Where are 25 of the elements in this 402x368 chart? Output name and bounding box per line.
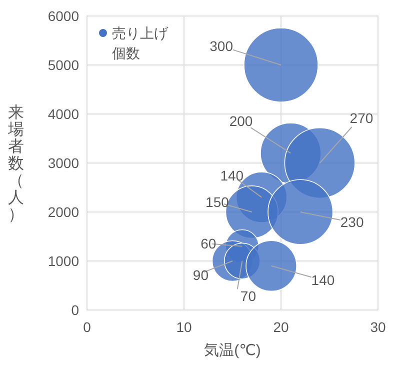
y-tick-label: 2000 xyxy=(48,204,80,220)
y-tick-label: 3000 xyxy=(48,155,80,171)
y-axis-title: 来場者数（人） xyxy=(7,104,24,224)
y-tick-label: 1000 xyxy=(48,253,80,269)
x-tick-label: 30 xyxy=(370,319,386,335)
data-label: 300 xyxy=(210,38,234,54)
data-label: 230 xyxy=(340,214,364,230)
data-label: 140 xyxy=(220,167,244,184)
data-label: 70 xyxy=(240,288,256,304)
x-tick-label: 20 xyxy=(273,319,289,335)
data-label: 270 xyxy=(350,110,374,126)
data-label: 200 xyxy=(229,113,253,130)
data-label: 140 xyxy=(311,272,335,288)
y-tick-label: 0 xyxy=(71,302,80,318)
legend-label: 売り上げ個数 xyxy=(112,25,169,61)
y-tick-label: 4000 xyxy=(48,106,80,122)
x-axis-title: 気温(℃) xyxy=(204,342,261,359)
y-tick-label: 5000 xyxy=(48,57,80,73)
x-tick-label: 0 xyxy=(83,319,92,335)
legend: 売り上げ個数 xyxy=(99,25,168,61)
data-label: 60 xyxy=(200,235,216,252)
y-tick-label: 6000 xyxy=(48,8,80,24)
x-tick-label: 10 xyxy=(176,319,192,335)
data-label: 150 xyxy=(206,194,230,210)
data-label: 90 xyxy=(192,267,209,283)
